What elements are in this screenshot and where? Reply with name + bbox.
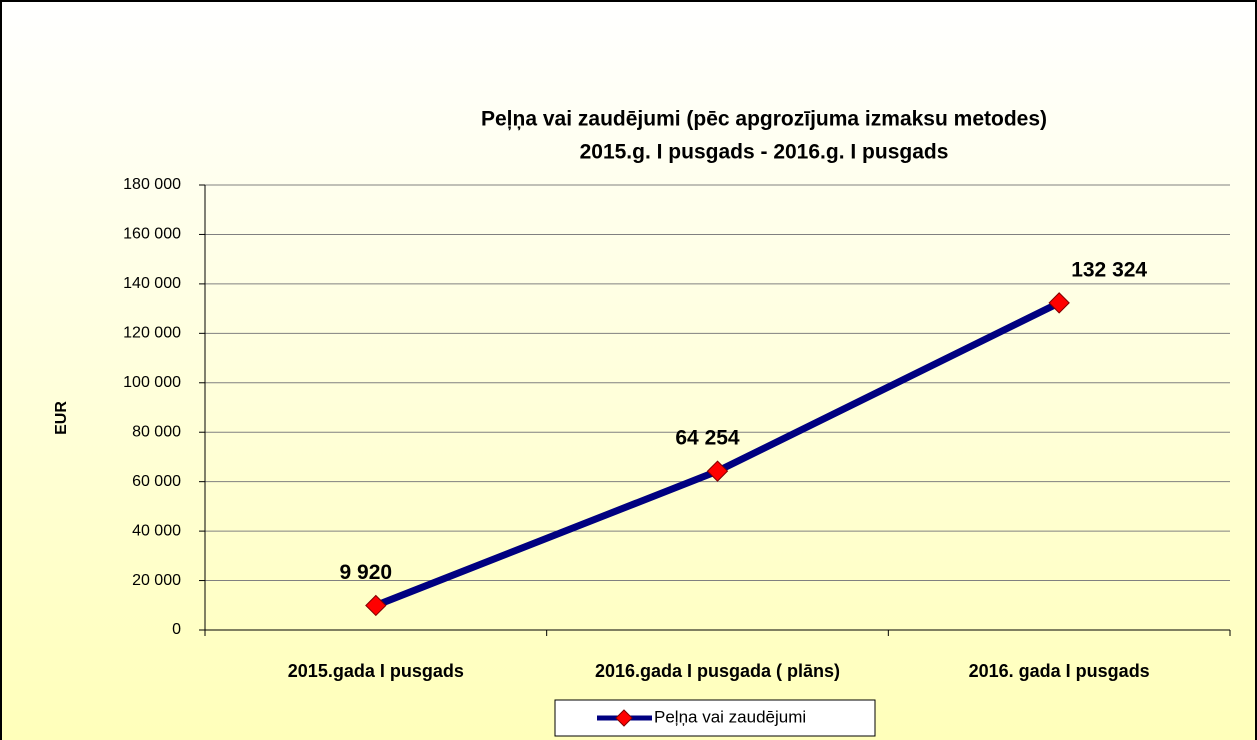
y-tick-label: 180 000 [123,176,181,193]
data-label: 132 324 [1071,258,1147,281]
data-label: 9 920 [340,561,393,584]
x-tick-label: 2016.gada I pusgada ( plāns) [595,661,840,681]
y-tick-label: 100 000 [123,374,181,391]
x-tick-label: 2016. gada I pusgads [969,661,1150,681]
y-tick-label: 140 000 [123,275,181,292]
y-tick-label: 120 000 [123,325,181,342]
data-marker [1048,292,1070,314]
y-tick-label: 60 000 [132,473,181,490]
legend-marker [615,709,633,727]
y-tick-label: 160 000 [123,226,181,243]
chart-title: Peļņa vai zaudējumi (pēc apgrozījuma izm… [481,108,1047,131]
y-tick-label: 0 [172,621,181,638]
y-tick-label: 20 000 [132,572,181,589]
chart-subtitle: 2015.g. I pusgads - 2016.g. I pusgads [580,141,949,164]
y-axis-label: EUR [53,401,70,435]
legend-label: Peļņa vai zaudējumi [654,707,806,726]
data-marker [706,460,729,482]
y-tick-label: 80 000 [132,423,181,440]
y-tick-label: 40 000 [132,522,181,539]
x-tick-label: 2015.gada I pusgads [288,661,464,681]
data-label: 64 254 [675,427,740,450]
data-marker [365,594,387,617]
